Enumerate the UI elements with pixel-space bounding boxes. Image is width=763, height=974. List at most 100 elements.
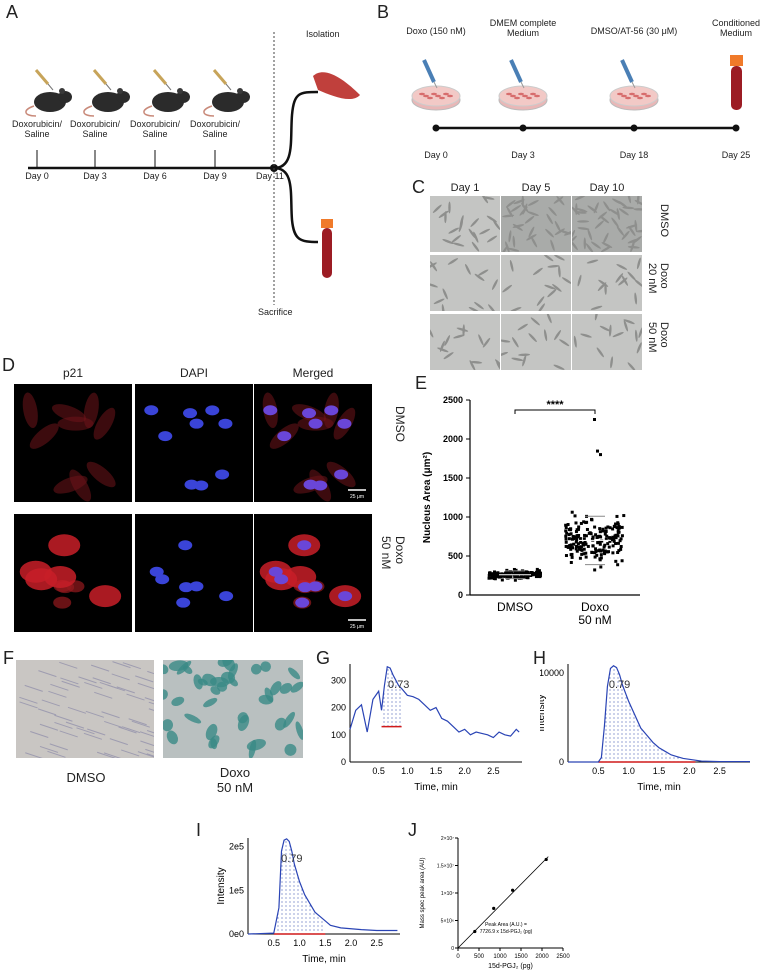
e-data-point — [617, 530, 621, 534]
d-fluorescence-image — [14, 384, 132, 502]
panel-i-chart: 0e0 1e5 2e5 0.5 1.0 1.5 2.0 2.5 Time, min Intensi… — [216, 838, 400, 965]
e-data-point — [575, 538, 579, 542]
e-data-point — [490, 572, 494, 576]
j-data-point — [544, 857, 548, 862]
d-fluorescence-image — [135, 384, 253, 502]
e-data-point — [575, 544, 579, 548]
e-xtick-label: DMSO — [497, 600, 533, 614]
j-data-point — [511, 888, 515, 892]
day11-label: Day 11 — [256, 171, 284, 181]
syringe-icon — [92, 69, 112, 91]
chrom-trace — [247, 838, 398, 935]
e-data-point — [488, 571, 492, 575]
e-data-point — [566, 545, 570, 549]
e-data-point — [570, 546, 574, 550]
muscle-icon — [313, 72, 360, 100]
chrom-xtick-label: 0.5 — [592, 766, 605, 776]
j-xtick-label: 1500 — [514, 954, 528, 960]
e-data-point — [593, 418, 596, 421]
e-data-point — [607, 545, 611, 549]
c-micrograph — [430, 255, 500, 311]
e-data-point — [576, 535, 580, 539]
e-data-point — [490, 573, 494, 577]
e-data-point — [529, 572, 533, 576]
chrom-xtick-label: 2.0 — [345, 938, 358, 948]
e-data-point — [604, 529, 608, 533]
e-data-point — [601, 529, 605, 533]
e-data-point — [567, 537, 571, 541]
b-step-day: Day 0 — [424, 150, 448, 160]
j-xtick-label: 1000 — [493, 954, 507, 960]
e-data-point — [582, 543, 586, 547]
e-data-point — [598, 542, 602, 546]
e-data-point — [620, 559, 624, 563]
panel-label-g: G — [316, 648, 331, 668]
e-data-point — [611, 551, 615, 555]
j-ytick-label: 0 — [451, 946, 454, 952]
syringe-icon — [34, 69, 54, 91]
e-data-point — [514, 575, 518, 579]
e-data-point — [611, 544, 615, 548]
e-data-point — [575, 549, 579, 553]
d-scalebar-label: 25 μm — [350, 624, 364, 630]
e-significance-bracket — [514, 409, 596, 414]
e-data-point — [579, 545, 583, 549]
d-column-label: Merged — [292, 366, 334, 380]
e-data-point — [522, 575, 526, 579]
chrom-xtick-label: 1.5 — [653, 766, 666, 776]
chrom-ytick-label: 200 — [331, 703, 346, 713]
d-row-label: DMSO — [393, 406, 407, 442]
e-data-point — [537, 569, 541, 573]
e-data-point — [523, 571, 527, 575]
panel-label-a: A — [6, 2, 19, 22]
injection-label: Doxorubicin/ Saline — [11, 119, 63, 139]
chrom-ytick-label: 0e0 — [229, 929, 244, 939]
j-xtick-label: 0 — [456, 954, 460, 960]
e-data-point — [616, 522, 620, 526]
e-data-point — [584, 521, 588, 525]
e-data-point — [570, 555, 574, 559]
e-data-point — [569, 532, 573, 536]
injection-day-label: Day 6 — [143, 171, 167, 181]
c-column-label: Day 5 — [521, 182, 551, 194]
e-data-point — [538, 571, 542, 575]
e-data-point — [615, 526, 619, 530]
pipette-icon — [620, 59, 636, 89]
e-data-point — [508, 570, 512, 574]
e-data-point — [573, 514, 577, 518]
e-ytick-label: 2500 — [443, 395, 463, 405]
e-data-point — [620, 534, 624, 538]
e-data-point — [490, 576, 494, 580]
e-data-point — [579, 521, 583, 525]
e-data-point — [564, 534, 568, 538]
e-xtick-label: Doxo — [581, 600, 609, 614]
d-fluorescence-image: 25 μm — [254, 384, 372, 502]
e-data-point — [617, 549, 621, 553]
e-data-point — [620, 525, 624, 529]
mouse-icon — [143, 88, 190, 117]
conditioned-medium-tube-icon — [730, 55, 743, 110]
e-data-point — [578, 537, 582, 541]
e-data-point — [572, 542, 576, 546]
e-data-point — [590, 550, 594, 554]
e-data-point — [492, 575, 496, 579]
e-data-point — [605, 550, 609, 554]
e-data-point — [594, 549, 598, 553]
injection-label: Doxorubicin/ Saline — [69, 119, 121, 139]
pipette-icon — [422, 59, 438, 89]
e-data-point — [613, 534, 617, 538]
e-data-point — [619, 537, 623, 541]
syringe-icon — [212, 69, 232, 91]
e-data-point — [613, 524, 617, 528]
chrom-ytick-label: 1e5 — [229, 885, 244, 895]
j-xlabel: 15d-PGJ₂ (pg) — [488, 963, 533, 970]
e-data-point — [602, 545, 606, 549]
b-step-title: Conditioned Medium — [711, 18, 761, 38]
chrom-peak-label: 0.79 — [281, 853, 302, 865]
d-scalebar-label: 25 μm — [350, 494, 364, 500]
j-annotation: 7726.9 x 15d-PGJ₂ (pg) — [480, 929, 533, 935]
e-data-point — [583, 533, 587, 537]
panel-label-d: D — [2, 355, 15, 375]
e-data-point — [564, 544, 568, 548]
